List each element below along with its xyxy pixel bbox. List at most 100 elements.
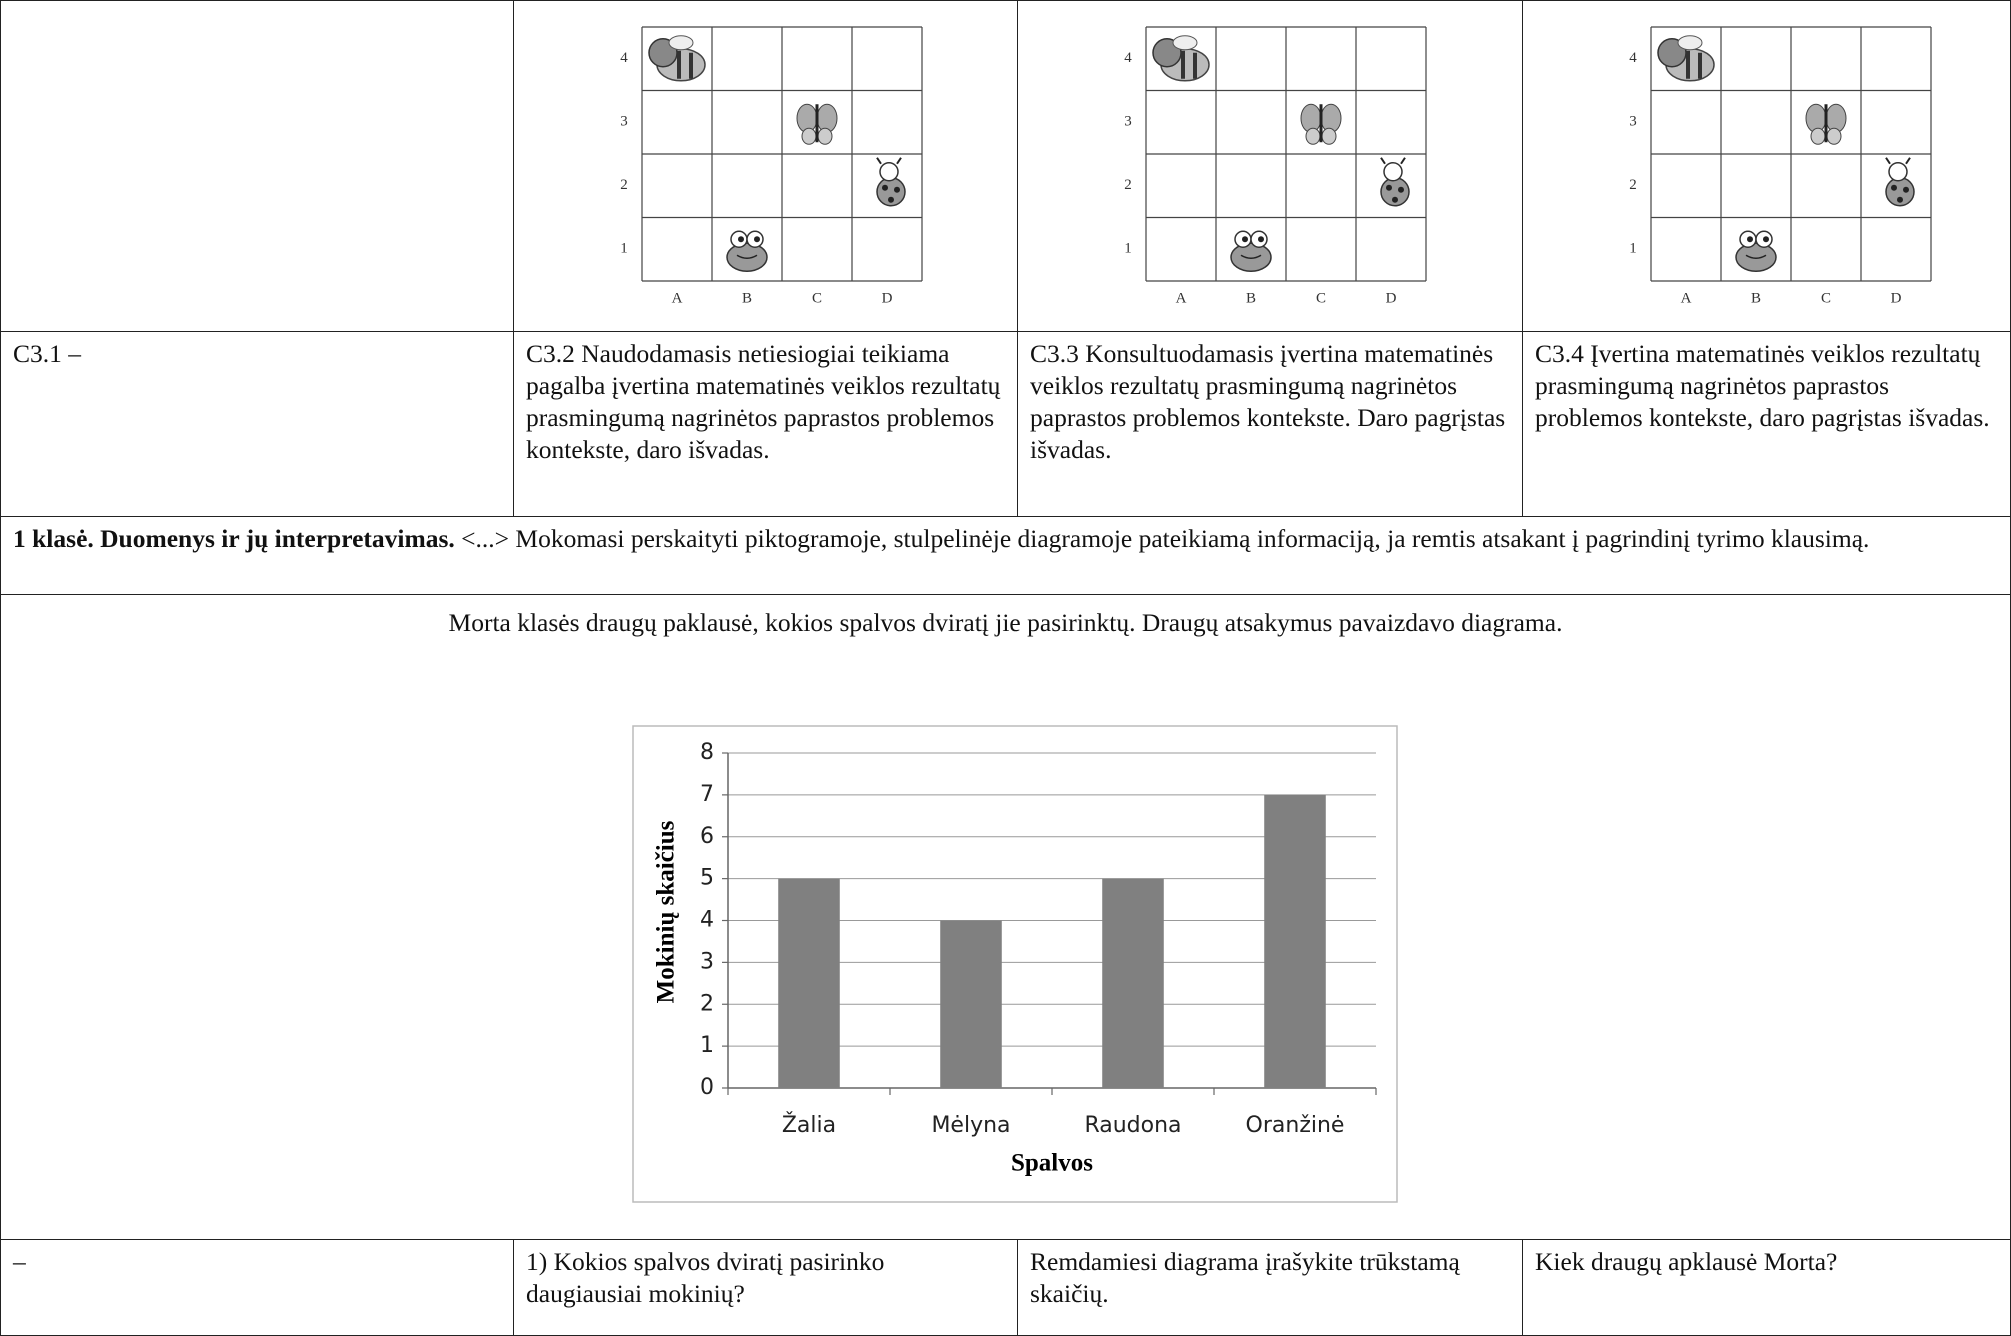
- grid-col-label: C: [1316, 290, 1326, 306]
- icon-frog: [1240, 254, 1262, 259]
- grid-picture: 4 3 2 1 A B C D: [620, 26, 923, 306]
- icon-ladybug: [1897, 196, 1903, 203]
- icon-frog: [726, 242, 768, 272]
- x-tick-label: Raudona: [1084, 1113, 1181, 1138]
- grid-row-label: 2: [1629, 177, 1637, 193]
- y-tick-label: 2: [700, 991, 714, 1016]
- x-axis-label: Spalvos: [1011, 1150, 1093, 1177]
- grid-col-label: D: [1386, 290, 1397, 306]
- icon-frog: [1242, 236, 1248, 243]
- y-tick-label: 1: [700, 1033, 714, 1058]
- icon-butterfly: [1321, 127, 1337, 145]
- icon-frog: [1745, 254, 1767, 259]
- grid-picture: 4 3 2 1 A B C D: [1629, 26, 1932, 306]
- icon-frog: [738, 236, 744, 243]
- icon-ladybug: [1392, 196, 1398, 203]
- task: Morta klasės draugų paklausė, kokios spa…: [448, 608, 1563, 637]
- x-tick-label: Mėlyna: [931, 1113, 1010, 1138]
- y-tick-label: 3: [700, 949, 714, 974]
- bar: [1264, 794, 1326, 1088]
- grid-col-label: A: [1176, 290, 1187, 306]
- y-tick-label: 8: [700, 740, 714, 765]
- icon-bee: [1677, 35, 1703, 51]
- y-tick-label: 4: [700, 908, 714, 933]
- grid-row: 4 3 2 1 A B C D 4 3 2 1 A B C D 4 3 2 1 A B C D: [0, 0, 2011, 332]
- grid-row-label: 3: [1124, 114, 1132, 130]
- icon-ladybug: [879, 162, 899, 182]
- icon-ladybug: [1383, 162, 1403, 182]
- grid-row-label: 3: [620, 114, 628, 130]
- grid-col-label: B: [1246, 290, 1256, 306]
- grid-row-label: 3: [1629, 114, 1637, 130]
- level-text: C3.1 –: [0, 331, 514, 517]
- question: Kiek draugų apklausė Morta?: [1522, 1239, 2011, 1336]
- icon-bee: [1172, 35, 1198, 51]
- icon-ladybug: [1891, 184, 1897, 191]
- icon-ladybug: [1386, 184, 1392, 191]
- y-tick-label: 0: [700, 1075, 714, 1100]
- level-text: C3.2 Naudodamasis netiesiogiai teikiama …: [513, 331, 1018, 517]
- icon-ladybug: [876, 157, 882, 165]
- y-tick-label: 7: [700, 782, 714, 807]
- x-tick-label: Žalia: [782, 1112, 836, 1138]
- section-heading: 1 klasė. Duomenys ir jų interpretavimas.: [13, 524, 455, 553]
- icon-ladybug: [1905, 157, 1911, 165]
- icon-ladybug: [1400, 157, 1406, 165]
- grid-picture: 4 3 2 1 A B C D: [1124, 26, 1427, 306]
- grid-col-label: B: [742, 290, 752, 306]
- grid-row-label: 2: [620, 177, 628, 193]
- grid-row-label: 1: [1629, 241, 1637, 257]
- grid-row-label: 1: [1124, 241, 1132, 257]
- icon-butterfly: [1305, 127, 1321, 145]
- icon-ladybug: [896, 157, 902, 165]
- grid-col-label: D: [1891, 290, 1902, 306]
- question: –: [0, 1239, 514, 1336]
- grid-col-label: A: [1681, 290, 1692, 306]
- y-tick-label: 5: [700, 866, 714, 891]
- grid-col-label: D: [882, 290, 893, 306]
- icon-ladybug: [1903, 186, 1909, 193]
- grid-row-label: 4: [1629, 50, 1637, 66]
- icon-ladybug: [1380, 157, 1386, 165]
- bar: [940, 920, 1002, 1088]
- grid-cell: 4 3 2 1 A B C D: [1522, 0, 2011, 332]
- question: Remdamiesi diagrama įrašykite trūkstamą …: [1017, 1239, 1523, 1336]
- icon-frog: [1258, 236, 1264, 243]
- grid-col-label: C: [812, 290, 822, 306]
- grid-row-label: 4: [620, 50, 628, 66]
- bar: [778, 878, 840, 1088]
- grid-row-label: 1: [620, 241, 628, 257]
- grid-row-label: 4: [1124, 50, 1132, 66]
- question: 1) Kokios spalvos dviratį pasirinko daug…: [513, 1239, 1018, 1336]
- grid-row-label: 2: [1124, 177, 1132, 193]
- y-tick-label: 6: [700, 824, 714, 849]
- grid-col-label: A: [672, 290, 683, 306]
- icon-frog: [1735, 242, 1777, 272]
- icon-frog: [1230, 242, 1272, 272]
- section-text: <...> Mokomasi perskaityti piktogramoje,…: [454, 524, 1870, 553]
- icon-ladybug: [888, 196, 894, 203]
- icon-ladybug: [1888, 162, 1908, 182]
- level-text: C3.4 Įvertina matematinės veiklos rezult…: [1522, 331, 2011, 517]
- icon-frog: [736, 254, 758, 259]
- bar: [1102, 878, 1164, 1088]
- bar-chart: Mokinių skaičius Spalvos 0 1 2 3 4 5 6 7 8 Žalia M…: [632, 725, 1398, 1203]
- icon-bee: [668, 35, 694, 51]
- empty-cell: [0, 0, 514, 332]
- icon-frog: [754, 236, 760, 243]
- icon-butterfly: [1810, 127, 1826, 145]
- section-cell: 1 klasė. Duomenys ir jų interpretavimas.…: [0, 516, 2011, 595]
- grid-col-label: C: [1821, 290, 1831, 306]
- icon-butterfly: [801, 127, 817, 145]
- icon-frog: [1763, 236, 1769, 243]
- icon-butterfly: [1826, 127, 1842, 145]
- icon-ladybug: [1885, 157, 1891, 165]
- icon-frog: [1747, 236, 1753, 243]
- grid-cell: 4 3 2 1 A B C D: [513, 0, 1018, 332]
- icon-ladybug: [894, 186, 900, 193]
- icon-ladybug: [882, 184, 888, 191]
- icon-butterfly: [817, 127, 833, 145]
- grid-cell: 4 3 2 1 A B C D: [1017, 0, 1523, 332]
- level-text: C3.3 Konsultuodamasis įvertina matematin…: [1017, 331, 1523, 517]
